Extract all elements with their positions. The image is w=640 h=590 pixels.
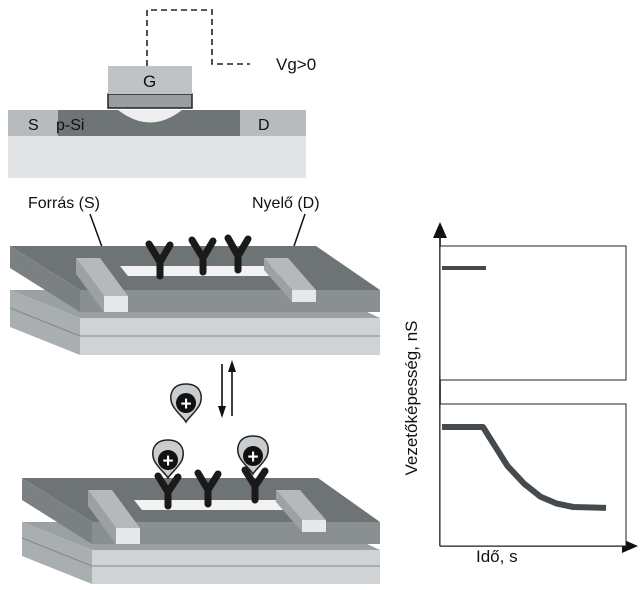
bound-antibody xyxy=(241,466,269,504)
upper-source-top xyxy=(76,258,128,296)
arrow-up-head xyxy=(228,360,236,372)
y-axis-arrow xyxy=(433,222,447,238)
receptor-antibody xyxy=(145,240,174,280)
upper-source-front xyxy=(104,296,128,312)
ion-sign: + xyxy=(180,394,191,415)
drain-region xyxy=(240,110,306,136)
graph-xlabel: Idő, s xyxy=(476,547,518,566)
positive-ion: + xyxy=(170,383,202,424)
panel-after xyxy=(439,403,627,547)
upper-source-side xyxy=(76,258,104,312)
lower-top-side xyxy=(22,478,92,544)
lower-source-top xyxy=(88,490,140,528)
source-region xyxy=(8,110,58,136)
binding-equilibrium: + xyxy=(170,360,236,424)
channel-region xyxy=(118,110,182,123)
transistor-cross-section: Vg>0 G S p-Si D xyxy=(8,9,316,178)
bound-positive-ion: + xyxy=(152,439,184,480)
upper-drain-front xyxy=(292,290,316,302)
lower-lower-slab-front xyxy=(92,550,380,584)
receptor-antibody xyxy=(188,236,217,276)
upper-drain-top xyxy=(264,258,316,290)
bound-positive-ion: + xyxy=(237,435,269,476)
conductance-graph: Vezetőképesség, nS Idő, s xyxy=(402,222,638,566)
lower-source-side xyxy=(88,490,116,544)
lower-source-front xyxy=(116,528,140,544)
lower-drain-front xyxy=(302,520,326,532)
sensor-device-lower: + + xyxy=(21,435,380,584)
source-caption: Forrás (S) xyxy=(28,195,100,212)
lower-lower-slab-side xyxy=(22,522,92,584)
sensor-device-upper xyxy=(9,234,380,355)
voltage-label: Vg>0 xyxy=(276,55,316,74)
bound-antibody xyxy=(154,472,182,510)
gate-electrode xyxy=(108,66,192,94)
lower-layer-split-side xyxy=(21,537,93,567)
upper-top-side xyxy=(10,246,80,312)
substrate-label: p-Si xyxy=(56,117,84,134)
drain-label: D xyxy=(258,117,270,134)
gate-oxide xyxy=(107,93,193,109)
lower-drain-side xyxy=(276,490,302,532)
substrate-base xyxy=(8,136,306,178)
upper-layer-split-side xyxy=(9,307,81,337)
source-label: S xyxy=(28,117,39,134)
lower-drain-top xyxy=(276,490,326,520)
gate-voltage-wire xyxy=(146,9,250,66)
gate-label: G xyxy=(143,72,156,91)
conductance-curve-after xyxy=(442,424,607,511)
receptor-antibody xyxy=(194,469,222,508)
ion-sign: + xyxy=(247,447,258,468)
arrow-down-head xyxy=(218,406,226,418)
drain-pointer xyxy=(291,213,306,253)
graph-ylabel: Vezetőképesség, nS xyxy=(402,320,421,475)
receptor-antibody xyxy=(224,234,252,274)
ion-sign: + xyxy=(162,451,173,472)
lower-nanowire xyxy=(134,500,290,510)
drain-caption: Nyelő (D) xyxy=(252,195,320,212)
upper-drain-side xyxy=(264,258,292,302)
